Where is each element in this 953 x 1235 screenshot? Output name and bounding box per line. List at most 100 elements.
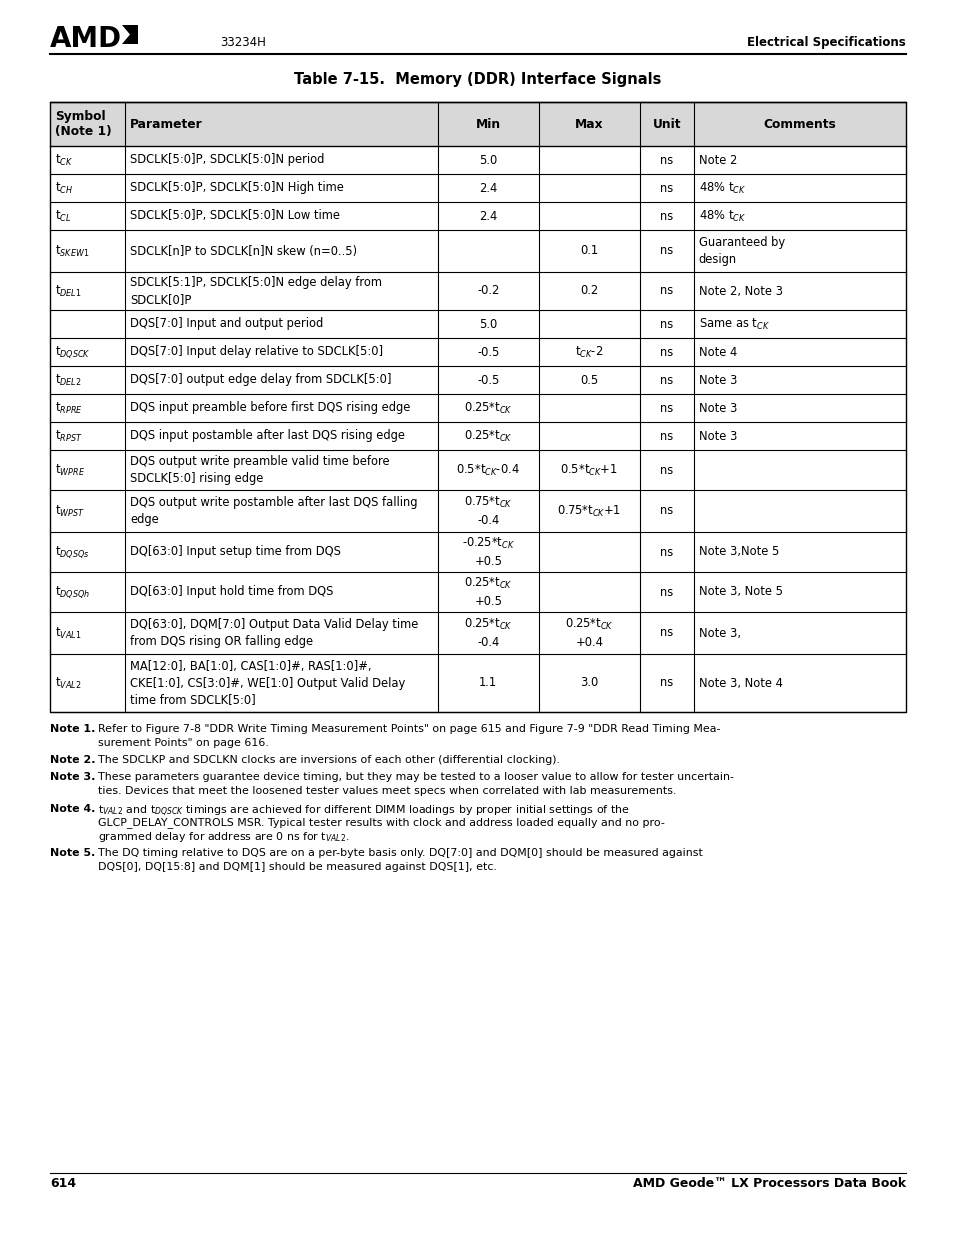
Bar [50,103,905,146]
Text: 0.25*t$_{CK}$: 0.25*t$_{CK}$ [463,429,512,443]
Text: Parameter: Parameter [131,117,203,131]
Text: t$_{WPST}$: t$_{WPST}$ [55,504,85,519]
Text: The SDCLKP and SDCLKN clocks are inversions of each other (differential clocking: The SDCLKP and SDCLKN clocks are inversi… [98,755,559,764]
Text: Unit: Unit [652,117,680,131]
Text: 3.0: 3.0 [579,677,598,689]
Text: Comments: Comments [762,117,836,131]
Text: ns: ns [659,677,673,689]
Text: Note 2.: Note 2. [50,755,95,764]
Text: 0.5: 0.5 [579,373,598,387]
Text: DQS[0], DQ[15:8] and DQM[1] should be measured against DQS[1], etc.: DQS[0], DQ[15:8] and DQM[1] should be me… [98,862,497,872]
Text: -0.5: -0.5 [476,346,499,358]
Text: 33234H: 33234H [220,36,266,49]
Text: Note 2, Note 3: Note 2, Note 3 [698,284,781,298]
Text: AMD: AMD [50,25,122,53]
Text: Note 4: Note 4 [698,346,736,358]
Text: 0.5*t$_{CK}$+1: 0.5*t$_{CK}$+1 [559,462,618,478]
Text: SDCLK[5:0]P, SDCLK[5:0]N Low time: SDCLK[5:0]P, SDCLK[5:0]N Low time [131,210,340,222]
Text: Table 7-15.  Memory (DDR) Interface Signals: Table 7-15. Memory (DDR) Interface Signa… [294,72,661,86]
Text: ns: ns [659,210,673,222]
Text: t$_{DQSQs}$: t$_{DQSQs}$ [55,545,90,559]
Text: AMD Geode™ LX Processors Data Book: AMD Geode™ LX Processors Data Book [632,1177,905,1191]
Text: ns: ns [659,317,673,331]
Text: Guaranteed by
design: Guaranteed by design [698,236,784,266]
Text: 0.25*t$_{CK}$
-0.4: 0.25*t$_{CK}$ -0.4 [463,618,512,648]
Text: ns: ns [659,463,673,477]
Text: 5.0: 5.0 [478,317,497,331]
Text: t$_{RPRE}$: t$_{RPRE}$ [55,400,83,415]
Text: DQS output write postamble after last DQS falling
edge: DQS output write postamble after last DQ… [131,496,417,526]
Polygon shape [122,25,138,44]
Text: ns: ns [659,546,673,558]
Text: Note 3: Note 3 [698,373,737,387]
Text: t$_{DEL1}$: t$_{DEL1}$ [55,284,82,299]
Text: ns: ns [659,284,673,298]
Text: Note 5.: Note 5. [50,848,95,858]
Text: These parameters guarantee device timing, but they may be tested to a looser val: These parameters guarantee device timing… [98,773,733,783]
Text: Note 3: Note 3 [698,401,737,415]
Text: 2.4: 2.4 [478,210,497,222]
Text: DQS[7:0] Input and output period: DQS[7:0] Input and output period [131,317,323,331]
Text: Refer to Figure 7-8 "DDR Write Timing Measurement Points" on page 615 and Figure: Refer to Figure 7-8 "DDR Write Timing Me… [98,724,720,734]
Text: DQS[7:0] Input delay relative to SDCLK[5:0]: DQS[7:0] Input delay relative to SDCLK[5… [131,346,383,358]
Text: 0.25*t$_{CK}$: 0.25*t$_{CK}$ [463,400,512,415]
Text: GLCP_DELAY_CONTROLS MSR. Typical tester results with clock and address loaded eq: GLCP_DELAY_CONTROLS MSR. Typical tester … [98,818,664,827]
Text: Note 3: Note 3 [698,430,737,442]
Text: Note 3,: Note 3, [698,626,740,640]
Text: Min: Min [476,117,500,131]
Text: Note 3.: Note 3. [50,773,95,783]
Text: 48% t$_{CK}$: 48% t$_{CK}$ [698,180,745,195]
Text: The DQ timing relative to DQS are on a per-byte basis only. DQ[7:0] and DQM[0] s: The DQ timing relative to DQS are on a p… [98,848,702,858]
Text: t$_{CK}$-2: t$_{CK}$-2 [575,345,603,359]
Text: ties. Devices that meet the loosened tester values meet specs when correlated wi: ties. Devices that meet the loosened tes… [98,785,676,797]
Text: ns: ns [659,430,673,442]
Text: MA[12:0], BA[1:0], CAS[1:0]#, RAS[1:0]#,
CKE[1:0], CS[3:0]#, WE[1:0] Output Vali: MA[12:0], BA[1:0], CAS[1:0]#, RAS[1:0]#,… [131,659,405,706]
Text: SDCLK[5:0]P, SDCLK[5:0]N period: SDCLK[5:0]P, SDCLK[5:0]N period [131,153,324,167]
Text: 0.5*t$_{CK}$-0.4: 0.5*t$_{CK}$-0.4 [456,462,519,478]
Text: grammed delay for address are 0 ns for t$_{VAL2}$.: grammed delay for address are 0 ns for t… [98,830,349,845]
Text: t$_{DEL2}$: t$_{DEL2}$ [55,373,82,388]
Text: ns: ns [659,245,673,258]
Text: DQ[63:0], DQM[7:0] Output Data Valid Delay time
from DQS rising OR falling edge: DQ[63:0], DQM[7:0] Output Data Valid Del… [131,619,418,647]
Text: Note 1.: Note 1. [50,724,95,734]
Text: ns: ns [659,401,673,415]
Text: Note 3,Note 5: Note 3,Note 5 [698,546,779,558]
Text: SDCLK[5:1]P, SDCLK[5:0]N edge delay from
SDCLK[0]P: SDCLK[5:1]P, SDCLK[5:0]N edge delay from… [131,277,382,306]
Text: t$_{DQSQh}$: t$_{DQSQh}$ [55,584,90,600]
Text: ns: ns [659,373,673,387]
Text: Note 2: Note 2 [698,153,737,167]
Text: Electrical Specifications: Electrical Specifications [746,36,905,49]
Text: 0.25*t$_{CK}$
+0.5: 0.25*t$_{CK}$ +0.5 [463,577,512,608]
Text: Note 3, Note 5: Note 3, Note 5 [698,585,781,599]
Text: Symbol
(Note 1): Symbol (Note 1) [55,110,112,138]
Text: t$_{CH}$: t$_{CH}$ [55,180,73,195]
Text: Note 3, Note 4: Note 3, Note 4 [698,677,781,689]
Text: 5.0: 5.0 [478,153,497,167]
Text: 2.4: 2.4 [478,182,497,194]
Text: 48% t$_{CK}$: 48% t$_{CK}$ [698,209,745,224]
Text: ns: ns [659,182,673,194]
Text: t$_{CL}$: t$_{CL}$ [55,209,71,224]
Text: Same as t$_{CK}$: Same as t$_{CK}$ [698,316,769,331]
Text: ns: ns [659,153,673,167]
Text: 1.1: 1.1 [478,677,497,689]
Text: SDCLK[n]P to SDCLK[n]N skew (n=0..5): SDCLK[n]P to SDCLK[n]N skew (n=0..5) [131,245,357,258]
Text: t$_{CK}$: t$_{CK}$ [55,152,73,168]
Text: t$_{VAL1}$: t$_{VAL1}$ [55,625,81,641]
Bar [50,103,905,713]
Text: Note 4.: Note 4. [50,804,95,814]
Text: DQS input postamble after last DQS rising edge: DQS input postamble after last DQS risin… [131,430,405,442]
Text: DQ[63:0] Input hold time from DQS: DQ[63:0] Input hold time from DQS [131,585,334,599]
Text: t$_{VAL2}$: t$_{VAL2}$ [55,676,81,690]
Text: ns: ns [659,585,673,599]
Text: surement Points" on page 616.: surement Points" on page 616. [98,737,269,747]
Text: ns: ns [659,346,673,358]
Text: t$_{VAL2}$ and t$_{DQSCK}$ timings are achieved for different DIMM loadings by p: t$_{VAL2}$ and t$_{DQSCK}$ timings are a… [98,804,629,819]
Text: 614: 614 [50,1177,76,1191]
Text: DQS input preamble before first DQS rising edge: DQS input preamble before first DQS risi… [131,401,411,415]
Text: 0.75*t$_{CK}$
-0.4: 0.75*t$_{CK}$ -0.4 [463,495,512,527]
Text: t$_{DQSCK}$: t$_{DQSCK}$ [55,345,91,359]
Text: t$_{SKEW1}$: t$_{SKEW1}$ [55,243,90,258]
Text: 0.75*t$_{CK}$+1: 0.75*t$_{CK}$+1 [557,504,620,519]
Text: -0.25*t$_{CK}$
+0.5: -0.25*t$_{CK}$ +0.5 [461,536,515,568]
